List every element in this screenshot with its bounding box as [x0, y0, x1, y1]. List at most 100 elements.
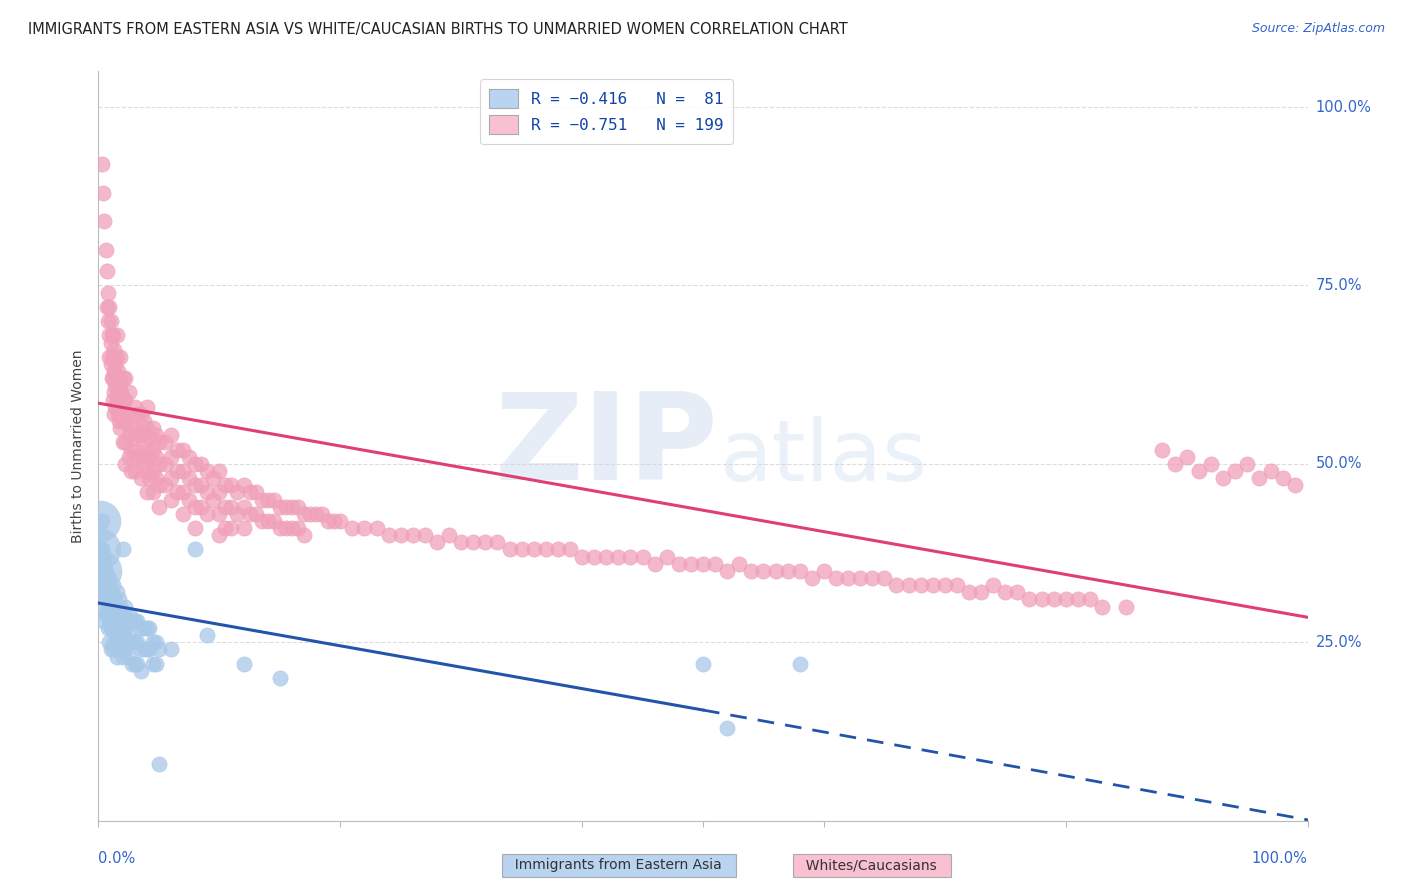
Point	[342, 521, 364, 535]
Point	[195, 485, 218, 500]
Point	[108, 635, 131, 649]
Point	[558, 542, 581, 557]
Point	[837, 571, 859, 585]
Point	[547, 542, 569, 557]
Point	[127, 657, 149, 671]
Point	[101, 642, 124, 657]
Point	[800, 571, 823, 585]
Point	[886, 578, 908, 592]
Point	[100, 371, 122, 385]
Point	[100, 585, 122, 599]
Point	[631, 549, 654, 564]
Point	[120, 464, 142, 478]
Point	[1272, 471, 1295, 485]
Point	[1007, 585, 1029, 599]
Point	[142, 464, 165, 478]
Point	[208, 485, 231, 500]
Point	[105, 585, 128, 599]
Point	[138, 428, 160, 442]
Point	[523, 542, 546, 557]
Point	[111, 414, 134, 428]
Point	[108, 621, 131, 635]
Point	[135, 400, 157, 414]
Point	[970, 585, 993, 599]
Point	[138, 471, 160, 485]
Point	[93, 614, 115, 628]
Point	[299, 507, 322, 521]
Point	[96, 571, 118, 585]
Point	[153, 457, 176, 471]
Point	[269, 500, 291, 514]
Text: 0.0%: 0.0%	[98, 851, 135, 866]
Point	[129, 621, 152, 635]
Point	[184, 478, 207, 492]
Point	[377, 528, 399, 542]
Point	[108, 350, 131, 364]
Point	[849, 571, 872, 585]
Point	[195, 507, 218, 521]
Point	[221, 500, 243, 514]
Point	[134, 621, 156, 635]
Point	[96, 607, 118, 621]
Point	[111, 371, 134, 385]
Point	[716, 721, 738, 735]
Point	[214, 521, 236, 535]
Point	[127, 407, 149, 421]
Point	[1091, 599, 1114, 614]
Point	[108, 392, 131, 407]
Point	[108, 414, 131, 428]
Point	[100, 357, 122, 371]
Text: atlas: atlas	[720, 416, 928, 499]
Point	[105, 350, 128, 364]
Point	[619, 549, 641, 564]
Point	[124, 635, 146, 649]
Text: 25.0%: 25.0%	[1316, 635, 1362, 649]
Point	[148, 756, 170, 771]
Point	[474, 535, 496, 549]
Point	[281, 500, 304, 514]
Point	[101, 599, 124, 614]
Point	[114, 435, 136, 450]
Point	[1115, 599, 1137, 614]
Point	[108, 400, 131, 414]
Text: ZIP: ZIP	[495, 387, 718, 505]
Point	[111, 628, 134, 642]
Point	[437, 528, 460, 542]
Point	[101, 392, 124, 407]
Point	[245, 507, 267, 521]
Point	[323, 514, 346, 528]
Point	[692, 657, 714, 671]
Point	[114, 371, 136, 385]
Y-axis label: Births to Unmarried Women: Births to Unmarried Women	[72, 350, 86, 542]
Point	[104, 400, 127, 414]
Point	[135, 642, 157, 657]
Point	[124, 657, 146, 671]
Point	[114, 457, 136, 471]
Point	[129, 664, 152, 678]
Point	[127, 450, 149, 464]
Point	[160, 428, 183, 442]
Point	[934, 578, 956, 592]
Point	[107, 385, 129, 400]
Point	[1067, 592, 1090, 607]
Point	[118, 649, 141, 664]
Point	[129, 471, 152, 485]
Text: 75.0%: 75.0%	[1316, 278, 1362, 293]
Point	[103, 343, 125, 357]
Point	[138, 642, 160, 657]
Point	[269, 671, 291, 685]
Point	[124, 421, 146, 435]
Point	[91, 599, 114, 614]
Point	[108, 371, 131, 385]
Point	[148, 642, 170, 657]
Point	[94, 607, 117, 621]
Point	[97, 621, 120, 635]
Point	[813, 564, 835, 578]
Point	[98, 635, 121, 649]
Point	[329, 514, 352, 528]
Point	[1054, 592, 1077, 607]
Point	[124, 614, 146, 628]
Point	[1042, 592, 1064, 607]
Point	[263, 514, 285, 528]
Text: Whites/Caucasians: Whites/Caucasians	[797, 858, 946, 872]
